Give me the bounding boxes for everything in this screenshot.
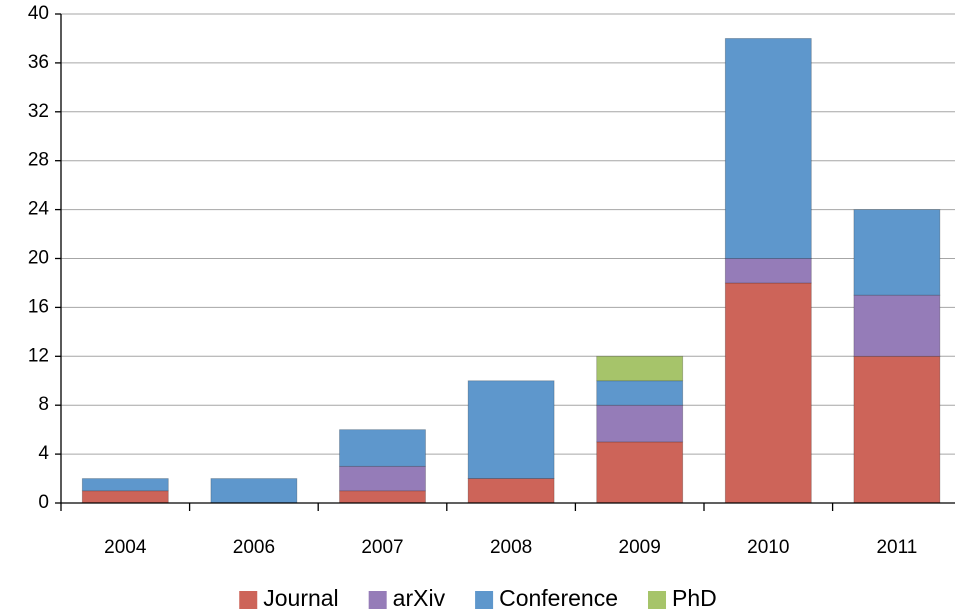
x-tick-label: 2011 [876, 537, 917, 558]
x-tick-label: 2008 [490, 537, 532, 558]
bar-segment [724, 38, 812, 259]
y-tick-label: 32 [28, 101, 49, 122]
legend-label: PhD [672, 585, 717, 611]
legend-swatch [475, 591, 494, 609]
bar-segment [853, 294, 941, 357]
bar-segment [596, 355, 684, 382]
bar-segment [210, 478, 298, 504]
legend-label: Journal [263, 585, 338, 611]
x-tick-label: 2006 [233, 537, 275, 558]
bar-segment [724, 282, 812, 504]
x-tick-label: 2007 [361, 537, 403, 558]
y-tick-label: 24 [28, 199, 50, 220]
y-tick-label: 12 [28, 345, 49, 366]
y-tick-label: 4 [38, 443, 49, 464]
y-tick-label: 40 [28, 3, 49, 24]
x-tick-label: 2010 [747, 537, 789, 558]
x-tick-label: 2009 [619, 537, 661, 558]
legend-swatch [368, 591, 387, 609]
y-tick-label: 8 [38, 394, 49, 415]
bar-segment [81, 490, 169, 504]
y-tick-label: 28 [28, 150, 49, 171]
bar-segment [724, 258, 812, 284]
legend-label: arXiv [393, 585, 446, 611]
bar-segment [853, 209, 941, 296]
bar-segment [596, 380, 684, 406]
legend-label: Conference [499, 585, 618, 611]
bar-segment [596, 404, 684, 443]
legend-swatch [239, 591, 258, 609]
y-tick-label: 36 [28, 52, 49, 73]
y-tick-label: 20 [28, 248, 49, 269]
bar-segment [596, 441, 684, 504]
bar-segment [339, 465, 426, 492]
bar-segment [467, 478, 555, 504]
bar-segment [81, 478, 169, 492]
bar-segment [853, 355, 941, 504]
legend-swatch [648, 591, 667, 609]
bar-segment [467, 380, 555, 479]
x-tick-label: 2004 [104, 537, 147, 558]
bar-segment [339, 490, 426, 504]
y-tick-label: 16 [28, 296, 49, 317]
bar-segment [339, 429, 426, 467]
y-tick-label: 0 [38, 492, 49, 513]
